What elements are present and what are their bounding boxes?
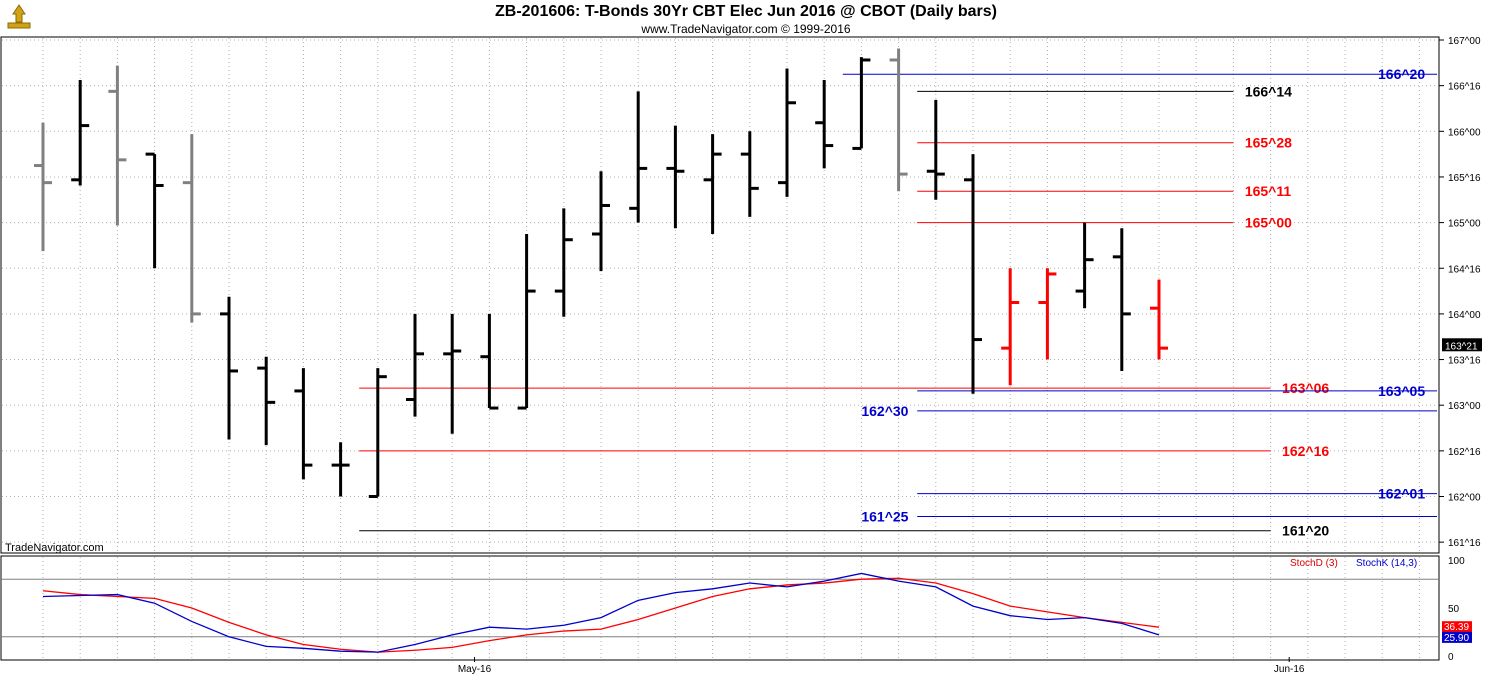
level-label: 163^05 (1378, 383, 1425, 399)
time-axis-label: May-16 (458, 664, 492, 675)
ohlc-bar (517, 234, 536, 410)
price-tick-label: 163^00 (1448, 401, 1481, 412)
ohlc-bar (554, 208, 573, 317)
ohlc-bar (1112, 228, 1131, 371)
trade-navigator-logo-icon (7, 4, 31, 29)
stoch-legend-d: StochD (3) (1290, 558, 1338, 569)
last-price-label: 163^21 (1445, 341, 1478, 352)
ohlc-bar (964, 154, 982, 394)
ohlc-bar (666, 125, 685, 229)
price-tick-label: 161^16 (1448, 538, 1481, 549)
price-tick-label: 164^16 (1448, 264, 1481, 275)
level-label: 165^28 (1245, 135, 1292, 151)
watermark: TradeNavigator.com (5, 542, 104, 554)
price-tick-label: 165^00 (1448, 219, 1481, 230)
ohlc-bar (1075, 222, 1094, 309)
stoch-k-value-box (1442, 631, 1472, 643)
price-tick-label: 163^16 (1448, 356, 1481, 367)
ohlc-bar (852, 57, 871, 150)
price-tick-label: 166^16 (1448, 82, 1481, 93)
stoch-tick-label: 0 (1448, 652, 1454, 663)
time-axis-label: Jun-16 (1274, 664, 1305, 675)
ohlc-bar (406, 313, 424, 417)
ohlc-bar (257, 356, 276, 446)
ohlc-bar (1150, 279, 1168, 360)
price-tick-label: 162^16 (1448, 447, 1481, 458)
ohlc-bar (629, 91, 648, 223)
chart-subtitle: www.TradeNavigator.com © 1999-2016 (641, 22, 851, 36)
stoch-k-value: 25.90 (1444, 633, 1469, 644)
stoch-legend-k: StochK (14,3) (1356, 558, 1417, 569)
ohlc-bar (294, 368, 313, 480)
level-label: 163^06 (1282, 380, 1329, 396)
level-label: 161^20 (1282, 523, 1329, 539)
level-label: 162^01 (1378, 486, 1425, 502)
price-tick-label: 167^00 (1448, 36, 1481, 47)
price-tick-label: 164^00 (1448, 310, 1481, 321)
ohlc-bar (145, 152, 164, 269)
ohlc-bar (740, 131, 759, 217)
ohlc-bar (1001, 268, 1020, 386)
price-tick-label: 166^00 (1448, 127, 1481, 138)
ohlc-bar (926, 99, 945, 200)
ohlc-bar (889, 48, 908, 192)
stochastic-panel-frame (0, 555, 1440, 661)
stoch-d-value-box (1442, 621, 1472, 633)
level-label: 166^20 (1378, 66, 1425, 82)
support-resistance-levels: 166^20 166^14 165^28 165^11 165^00 163^06 163^… (359, 66, 1437, 539)
time-axis: May-16 Jun-16 (458, 657, 1305, 675)
ohlc-bar (815, 79, 834, 169)
ohlc-bar (1038, 268, 1057, 360)
level-label: 165^11 (1245, 183, 1292, 199)
level-label: 166^14 (1245, 83, 1292, 99)
ohlc-bar (71, 79, 90, 186)
stoch-tick-label: 50 (1448, 604, 1460, 615)
price-panel-frame (0, 36, 1440, 554)
last-price-box (1442, 338, 1482, 352)
ohlc-bar (220, 296, 238, 440)
ohlc-bar (34, 122, 52, 252)
ohlc-bar (443, 313, 462, 434)
price-tick-label: 165^16 (1448, 173, 1481, 184)
stoch-d-value: 36.39 (1444, 622, 1469, 633)
ohlc-bar (480, 313, 499, 410)
level-label: 162^30 (861, 403, 908, 419)
ohlc-bar (778, 68, 796, 197)
ohlc-bar (182, 134, 201, 323)
level-label: 162^16 (1282, 443, 1329, 459)
ohlc-bar (703, 134, 722, 235)
ohlc-bar (108, 65, 127, 226)
ohlc-bar (592, 171, 610, 272)
price-axis: 167^00 166^16 166^00 165^16 165^00 164^16 164^… (1439, 36, 1482, 549)
stoch-series-line (42, 572, 1160, 653)
stoch-tick-label: 100 (1448, 556, 1465, 567)
stoch-series-line (42, 577, 1160, 653)
ohlc-bar (368, 368, 387, 498)
level-label: 165^00 (1245, 215, 1292, 231)
price-bars (34, 48, 1168, 498)
ohlc-bar (331, 442, 350, 497)
level-label: 161^25 (861, 508, 908, 524)
price-tick-label: 162^00 (1448, 493, 1481, 504)
chart-title: ZB-201606: T-Bonds 30Yr CBT Elec Jun 201… (495, 3, 997, 20)
